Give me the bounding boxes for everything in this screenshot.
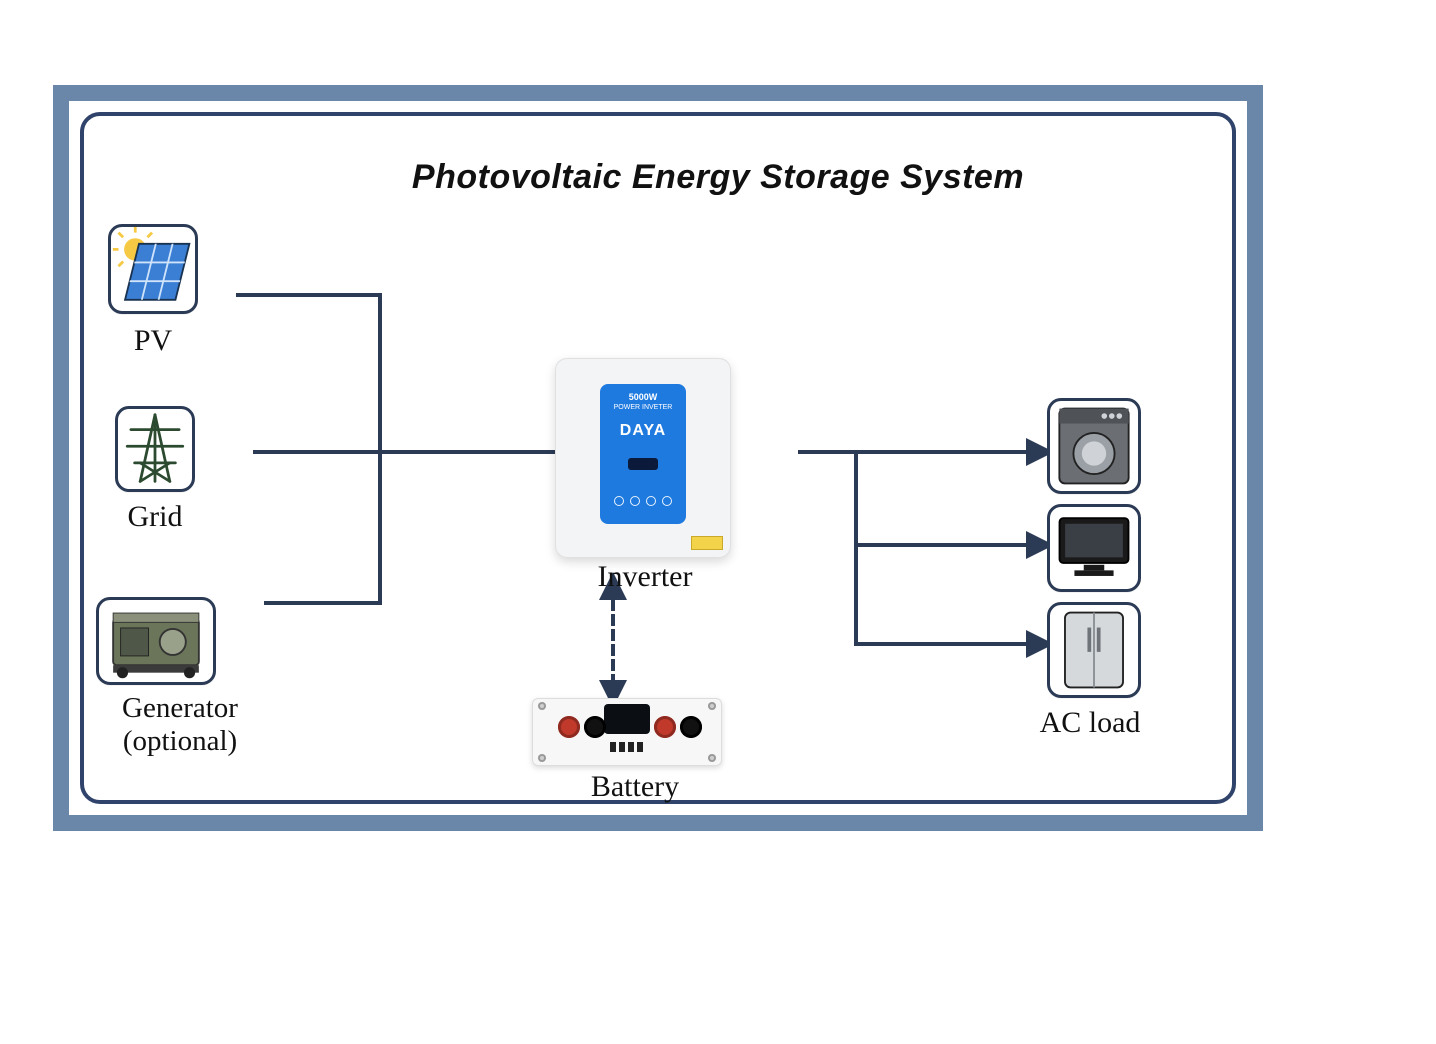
inverter-label: Inverter <box>540 560 750 594</box>
grid-label: Grid <box>100 500 210 534</box>
battery-label: Battery <box>560 770 710 804</box>
diagram-title: Photovoltaic Energy Storage System <box>0 158 1436 197</box>
inverter-wattage: 5000W <box>600 392 686 402</box>
battery-terminal-black <box>680 716 702 738</box>
battery-display <box>604 704 650 734</box>
inverter-subtext: POWER INVETER <box>600 404 686 411</box>
inverter-buttons <box>600 496 686 506</box>
inverter-icon: 5000W POWER INVETER DAYA <box>555 358 731 558</box>
generator-label-text: Generator <box>122 692 238 724</box>
fridge-icon <box>1047 602 1141 698</box>
generator-optional-text: (optional) <box>123 725 237 757</box>
battery-terminal-black <box>584 716 606 738</box>
generator-label: Generator (optional) <box>80 692 280 758</box>
inverter-sticker <box>691 536 723 550</box>
battery-terminal-red <box>558 716 580 738</box>
pv-label: PV <box>108 324 198 358</box>
tv-icon <box>1047 504 1141 592</box>
inverter-screen <box>628 458 658 470</box>
inverter-panel: 5000W POWER INVETER DAYA <box>600 384 686 524</box>
inverter-brand: DAYA <box>600 422 686 440</box>
grid-icon <box>115 406 195 492</box>
ac-load-label: AC load <box>1020 706 1160 740</box>
battery-icon <box>532 698 722 766</box>
washer-icon <box>1047 398 1141 494</box>
battery-terminal-red <box>654 716 676 738</box>
pv-icon <box>108 224 198 314</box>
generator-icon <box>96 597 216 685</box>
